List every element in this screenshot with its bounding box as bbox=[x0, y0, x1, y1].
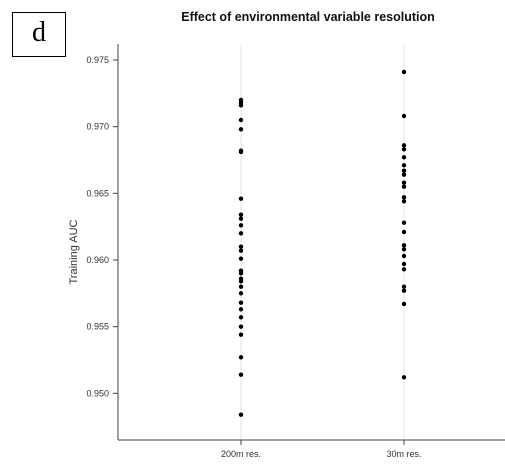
data-point bbox=[239, 325, 243, 329]
chart-title: Effect of environmental variable resolut… bbox=[181, 10, 435, 24]
data-point bbox=[402, 302, 406, 306]
data-point bbox=[402, 254, 406, 258]
y-tick-label: 0.950 bbox=[86, 388, 109, 398]
grid-lines bbox=[241, 44, 404, 440]
y-tick-label: 0.960 bbox=[86, 255, 109, 265]
data-point bbox=[239, 333, 243, 337]
data-point bbox=[239, 307, 243, 311]
data-point bbox=[239, 103, 243, 107]
data-point bbox=[402, 70, 406, 74]
data-point bbox=[239, 245, 243, 249]
y-axis-label: Training AUC bbox=[68, 219, 80, 284]
data-point bbox=[402, 267, 406, 271]
y-tick-label: 0.965 bbox=[86, 188, 109, 198]
x-tick-label: 200m res. bbox=[221, 449, 261, 459]
data-point bbox=[402, 195, 406, 199]
data-point bbox=[402, 285, 406, 289]
data-point bbox=[239, 217, 243, 221]
data-point bbox=[239, 301, 243, 305]
data-point bbox=[402, 221, 406, 225]
data-point bbox=[402, 185, 406, 189]
data-point bbox=[402, 143, 406, 147]
axes bbox=[118, 44, 505, 440]
data-point bbox=[239, 373, 243, 377]
data-point bbox=[239, 285, 243, 289]
data-point bbox=[402, 155, 406, 159]
data-point bbox=[239, 231, 243, 235]
data-point bbox=[239, 291, 243, 295]
data-point bbox=[402, 375, 406, 379]
x-tick-label: 30m res. bbox=[386, 449, 421, 459]
data-point bbox=[402, 173, 406, 177]
data-point bbox=[402, 247, 406, 251]
data-point bbox=[239, 249, 243, 253]
data-point bbox=[239, 223, 243, 227]
data-point bbox=[402, 262, 406, 266]
y-tick-label: 0.970 bbox=[86, 122, 109, 132]
data-point bbox=[402, 243, 406, 247]
data-point bbox=[239, 315, 243, 319]
data-points bbox=[239, 70, 406, 417]
data-point bbox=[239, 413, 243, 417]
data-point bbox=[402, 163, 406, 167]
data-point bbox=[402, 289, 406, 293]
y-tick-label: 0.955 bbox=[86, 322, 109, 332]
data-point bbox=[402, 147, 406, 151]
data-point bbox=[402, 181, 406, 185]
panel-label: d bbox=[12, 12, 66, 57]
data-point bbox=[239, 150, 243, 154]
data-point bbox=[239, 197, 243, 201]
data-point bbox=[239, 127, 243, 131]
data-point bbox=[239, 118, 243, 122]
data-point bbox=[239, 213, 243, 217]
y-axis-ticks: 0.950 0.955 0.960 0.965 0.970 0.975 bbox=[86, 55, 118, 398]
data-point bbox=[239, 355, 243, 359]
x-axis-ticks: 200m res. 30m res. bbox=[221, 440, 422, 459]
data-point bbox=[239, 257, 243, 261]
data-point bbox=[239, 279, 243, 283]
data-point bbox=[402, 230, 406, 234]
data-point bbox=[402, 114, 406, 118]
data-point bbox=[402, 169, 406, 173]
data-point bbox=[239, 271, 243, 275]
data-point bbox=[402, 199, 406, 203]
y-tick-label: 0.975 bbox=[86, 55, 109, 65]
